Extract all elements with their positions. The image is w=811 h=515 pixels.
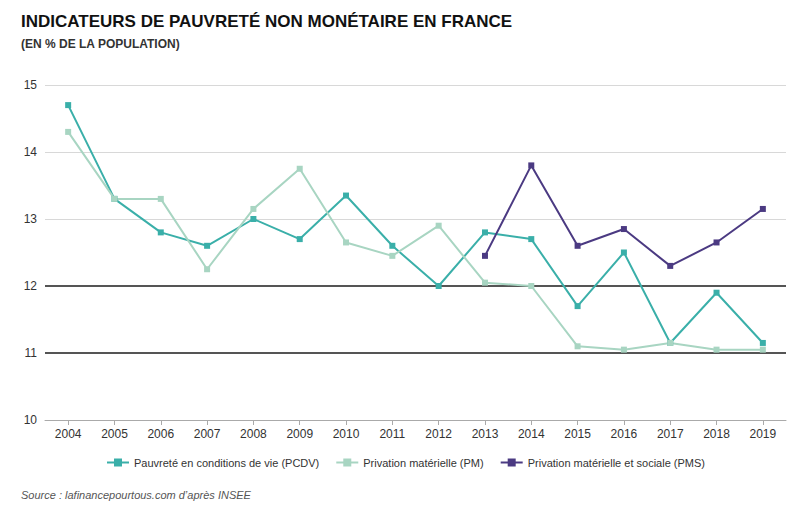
svg-text:Privation matérielle et social: Privation matérielle et sociale (PMS) (528, 457, 705, 469)
svg-text:2017: 2017 (657, 427, 684, 441)
svg-text:13: 13 (24, 212, 38, 226)
svg-text:INDICATEURS DE PAUVRETÉ NON MO: INDICATEURS DE PAUVRETÉ NON MONÉTAIRE EN… (21, 12, 512, 31)
svg-text:2007: 2007 (194, 427, 221, 441)
svg-text:Privation matérielle (PM): Privation matérielle (PM) (363, 457, 483, 469)
svg-text:2005: 2005 (101, 427, 128, 441)
svg-text:2014: 2014 (518, 427, 545, 441)
svg-text:11: 11 (25, 346, 38, 360)
svg-text:12: 12 (24, 279, 38, 293)
svg-text:2006: 2006 (147, 427, 174, 441)
svg-text:2010: 2010 (333, 427, 360, 441)
svg-text:2013: 2013 (472, 427, 499, 441)
svg-text:2016: 2016 (611, 427, 638, 441)
svg-text:10: 10 (24, 413, 38, 427)
svg-text:15: 15 (24, 78, 38, 92)
svg-text:Pauvreté en conditions de vie: Pauvreté en conditions de vie (PCDV) (134, 457, 319, 469)
svg-text:14: 14 (24, 145, 38, 159)
svg-text:Source : lafinancepourtous.com: Source : lafinancepourtous.com d’après I… (21, 489, 252, 501)
svg-text:2012: 2012 (425, 427, 452, 441)
svg-text:2015: 2015 (564, 427, 591, 441)
svg-text:2008: 2008 (240, 427, 267, 441)
svg-text:2018: 2018 (703, 427, 730, 441)
svg-text:2011: 2011 (379, 427, 405, 441)
svg-text:2009: 2009 (286, 427, 313, 441)
svg-text:2004: 2004 (55, 427, 82, 441)
svg-text:2019: 2019 (749, 427, 776, 441)
svg-text:(EN % DE LA POPULATION): (EN % DE LA POPULATION) (21, 37, 180, 51)
